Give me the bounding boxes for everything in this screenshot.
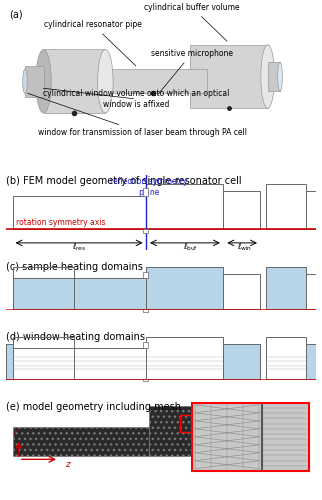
Bar [143, 188, 148, 196]
Bar [13, 428, 149, 456]
Bar [99, 70, 207, 93]
Ellipse shape [98, 50, 113, 113]
Bar [266, 184, 306, 229]
Bar [146, 267, 223, 308]
Text: r: r [14, 428, 18, 437]
Text: window for transmission of laser beam through PA cell: window for transmission of laser beam th… [28, 94, 247, 138]
Bar [25, 66, 43, 97]
Text: z: z [65, 460, 70, 469]
Text: reflection symmetry: reflection symmetry [110, 177, 187, 186]
Bar [143, 342, 148, 347]
Text: (b) FEM model geometry of single-resonator cell: (b) FEM model geometry of single-resonat… [6, 176, 242, 186]
Text: cylindrical window volume onto which an optical
window is affixed: cylindrical window volume onto which an … [43, 88, 230, 108]
Bar [190, 44, 268, 108]
Text: rotation symmetry axis: rotation symmetry axis [16, 218, 105, 227]
Text: cylindrical buffer volume: cylindrical buffer volume [144, 3, 240, 41]
Bar [192, 403, 309, 470]
Bar [266, 337, 306, 378]
Ellipse shape [278, 62, 282, 91]
Bar [149, 406, 192, 456]
Ellipse shape [23, 69, 27, 94]
Text: $\ell_{\rm res}$: $\ell_{\rm res}$ [72, 242, 86, 253]
Bar [306, 344, 316, 378]
Bar [268, 62, 280, 91]
Bar [306, 274, 316, 308]
Text: plane: plane [138, 188, 159, 198]
Ellipse shape [36, 50, 51, 113]
Bar [306, 192, 316, 229]
Bar [143, 272, 148, 278]
Text: cylindrical resonator pipe: cylindrical resonator pipe [44, 20, 142, 66]
Bar [143, 378, 148, 382]
Bar [43, 50, 105, 113]
Bar [13, 196, 146, 229]
Bar [143, 229, 148, 233]
Text: (c) sample heating domains: (c) sample heating domains [6, 262, 143, 272]
Bar [180, 415, 198, 432]
Ellipse shape [261, 44, 274, 108]
Text: (a): (a) [10, 10, 23, 20]
Bar [146, 337, 223, 378]
Bar [6, 344, 13, 378]
Bar [13, 267, 74, 308]
Text: sensitive microphone: sensitive microphone [151, 49, 233, 94]
Bar [13, 337, 74, 378]
Text: (d) window heating domains: (d) window heating domains [6, 332, 146, 342]
Bar [223, 192, 260, 229]
Text: (e) model geometry including mesh: (e) model geometry including mesh [6, 402, 181, 412]
Bar [266, 267, 306, 308]
Text: $\ell_{\rm win}$: $\ell_{\rm win}$ [237, 242, 252, 253]
Bar [13, 278, 146, 308]
Bar [223, 344, 260, 378]
Bar [146, 184, 223, 229]
Bar [13, 348, 146, 378]
Bar [143, 308, 148, 312]
Text: $\ell_{\rm buf}$: $\ell_{\rm buf}$ [183, 242, 198, 253]
Bar [223, 274, 260, 308]
